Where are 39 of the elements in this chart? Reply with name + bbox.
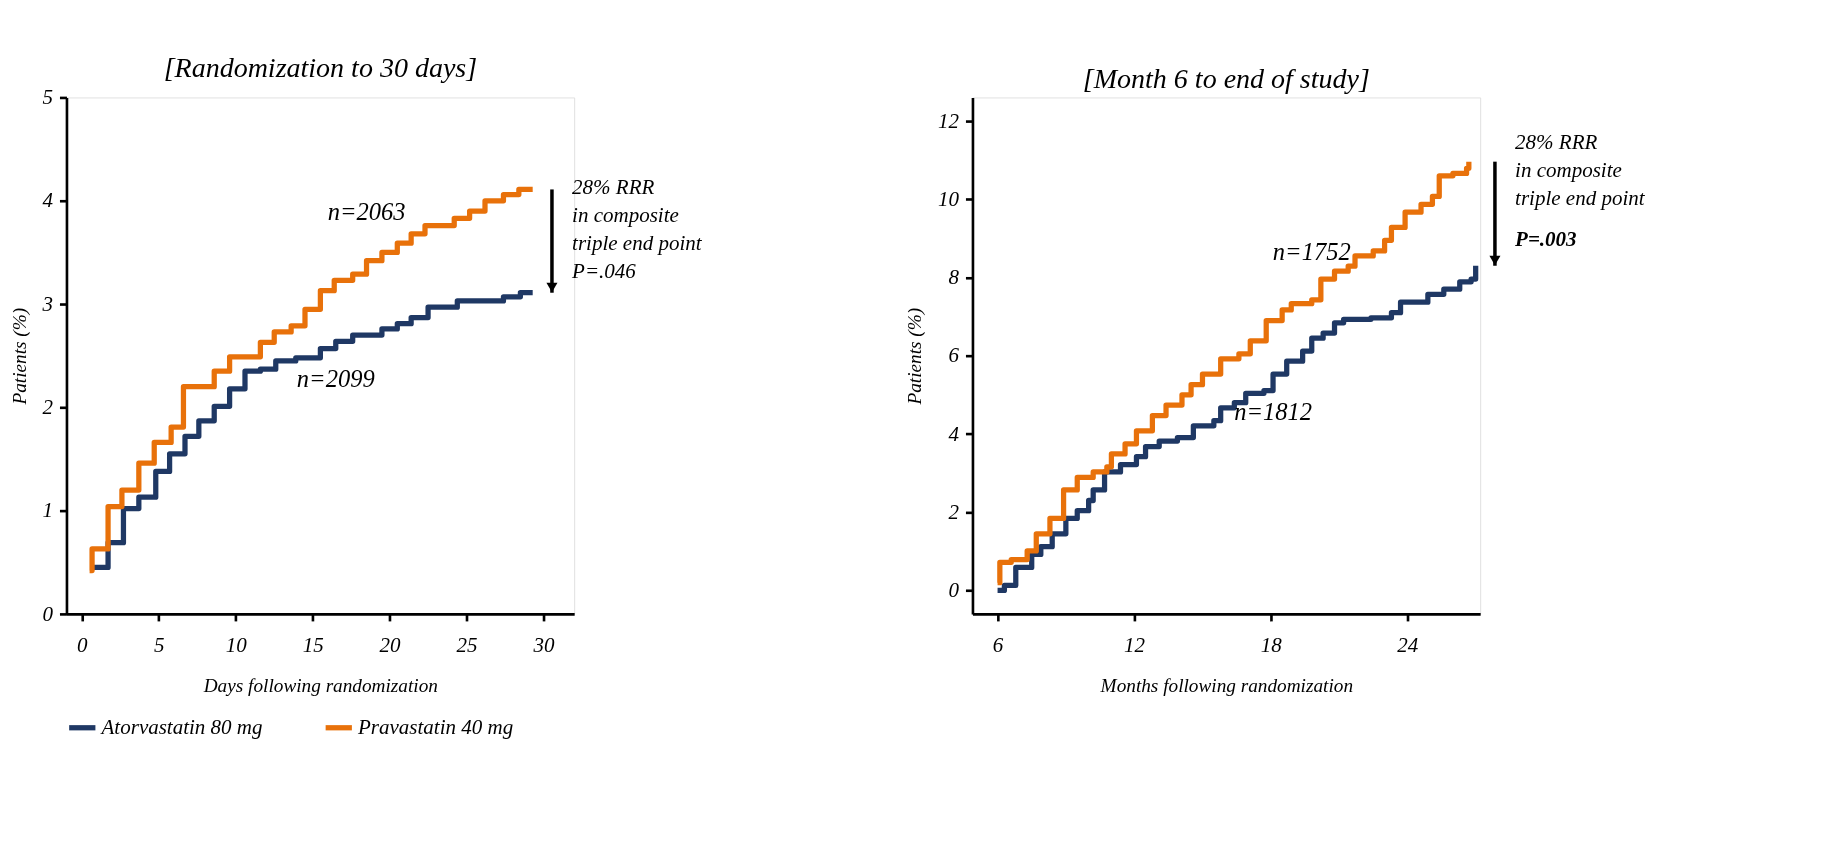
- y-tick-label: 5: [42, 85, 53, 110]
- y-tick-label: 4: [948, 421, 960, 446]
- x-tick-label: 12: [1124, 633, 1146, 658]
- x-tick-label: 15: [302, 633, 324, 658]
- chart-title: [Month 6 to end of study]: [1082, 62, 1370, 94]
- annotation: n=1812: [1234, 397, 1312, 425]
- y-tick-label: 3: [41, 291, 53, 316]
- annotation: n=2063: [327, 198, 406, 226]
- y-axis-title: Patients (%): [904, 307, 927, 406]
- text: 28% RRR in composite triple end point: [1515, 129, 1646, 210]
- y-tick-label: 8: [948, 265, 960, 290]
- x-tick-label: 24: [1397, 633, 1419, 658]
- text: P=.003: [1514, 226, 1577, 251]
- x-tick-label: 5: [154, 633, 165, 658]
- x-axis-title: Months following randomization: [1099, 675, 1354, 697]
- y-tick-label: 2: [948, 499, 960, 524]
- y-axis-title: Patients (%): [8, 307, 31, 406]
- x-tick-label: 10: [225, 633, 248, 658]
- y-tick-label: 1: [42, 498, 53, 523]
- y-tick-label: 10: [937, 186, 960, 211]
- annotation: n=2099: [296, 364, 375, 392]
- y-tick-label: 12: [937, 108, 960, 133]
- x-tick-label: 0: [77, 633, 89, 658]
- y-tick-label: 4: [42, 188, 54, 213]
- x-axis-title: Days following randomization: [202, 675, 438, 697]
- y-tick-label: 2: [42, 394, 54, 419]
- annotation: n=1752: [1272, 237, 1351, 265]
- y-tick-label: 0: [948, 578, 960, 603]
- legend-label: Atorvastatin 80 mg: [99, 714, 263, 739]
- x-tick-label: 25: [456, 633, 478, 658]
- x-tick-label: 6: [992, 633, 1004, 658]
- chart-title: [Randomization to 30 days]: [163, 52, 478, 84]
- x-tick-label: 20: [379, 633, 402, 658]
- legend-label: Pravastatin 40 mg: [357, 714, 514, 739]
- x-tick-label: 30: [532, 633, 555, 658]
- x-tick-label: 18: [1260, 633, 1283, 658]
- y-tick-label: 6: [948, 343, 960, 368]
- annotation: 28% RRR in composite triple end point P=.046: [571, 174, 703, 283]
- y-tick-label: 0: [42, 601, 54, 626]
